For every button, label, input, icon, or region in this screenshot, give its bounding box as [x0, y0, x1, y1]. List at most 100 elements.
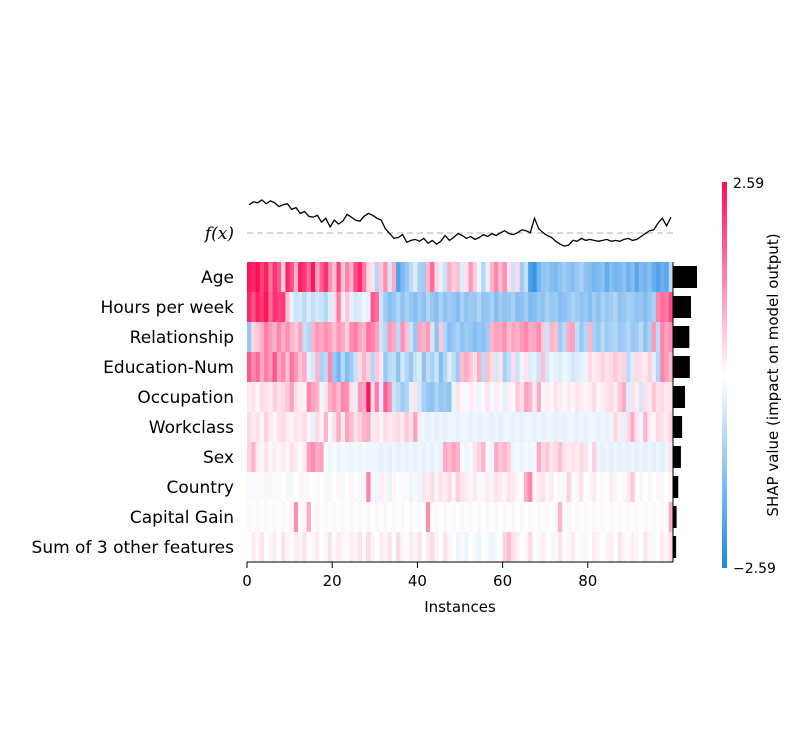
heatmap-cell	[660, 502, 665, 532]
heatmap-cell	[374, 532, 380, 562]
heatmap-cell	[396, 472, 401, 502]
heatmap-cell	[549, 352, 555, 382]
heatmap-cell	[349, 412, 354, 442]
feature-label: Country	[166, 478, 234, 498]
heatmap-cell	[366, 352, 371, 382]
heatmap-cell	[634, 442, 640, 472]
heatmap-cell	[434, 532, 440, 562]
heatmap-cell	[485, 532, 491, 562]
heatmap-cell	[344, 382, 350, 412]
heatmap-cell	[396, 352, 401, 382]
heatmap-cell	[668, 292, 674, 322]
heatmap-cell	[396, 262, 401, 292]
heatmap-cell	[596, 292, 601, 322]
heatmap-cell	[344, 532, 350, 562]
heatmap-cell	[336, 322, 342, 352]
heatmap-cell	[396, 412, 401, 442]
heatmap-cell	[349, 262, 354, 292]
heatmap-cell	[276, 472, 282, 502]
heatmap-cell	[651, 472, 657, 502]
heatmap-cell	[472, 322, 478, 352]
fx-line	[248, 199, 672, 247]
heatmap-cell	[532, 502, 538, 532]
heatmap-cell	[621, 292, 627, 322]
heatmap-cell	[315, 352, 320, 382]
heatmap-cell	[447, 502, 452, 532]
heatmap-cell	[592, 532, 597, 562]
heatmap-cell	[247, 292, 252, 322]
heatmap-cell	[251, 352, 256, 382]
heatmap-cell	[421, 502, 427, 532]
heatmap-cell	[417, 502, 423, 532]
heatmap-cell	[327, 262, 333, 292]
heatmap-cell	[664, 442, 670, 472]
importance-bar	[673, 326, 690, 348]
heatmap-cell	[315, 502, 320, 532]
heatmap-cell	[315, 532, 320, 562]
heatmap-cell	[417, 352, 423, 382]
heatmap-cell	[536, 382, 542, 412]
heatmap-cell	[255, 322, 261, 352]
heatmap-cell	[323, 352, 329, 382]
heatmap-cell	[344, 262, 350, 292]
heatmap-cell	[600, 262, 606, 292]
heatmap-cell	[477, 322, 482, 352]
heatmap-cell	[400, 472, 406, 502]
heatmap-cell	[285, 472, 290, 502]
heatmap-cell	[502, 502, 508, 532]
heatmap-cell	[613, 532, 619, 562]
heatmap-cell	[643, 352, 648, 382]
heatmap-cell	[664, 502, 670, 532]
heatmap-cell	[523, 382, 529, 412]
heatmap-cell	[319, 442, 325, 472]
heatmap-cell	[575, 322, 580, 352]
heatmap-cell	[272, 262, 278, 292]
heatmap-cell	[464, 382, 469, 412]
heatmap-cell	[259, 382, 265, 412]
heatmap-cell	[587, 532, 593, 562]
heatmap-cell	[442, 442, 448, 472]
heatmap-cell	[247, 412, 252, 442]
heatmap-cell	[310, 322, 316, 352]
heatmap-cell	[336, 382, 342, 412]
heatmap-cell	[647, 262, 653, 292]
x-axis-label: Instances	[424, 598, 496, 616]
heatmap-cell	[489, 262, 495, 292]
heatmap-cell	[362, 322, 367, 352]
heatmap-cell	[626, 472, 631, 502]
heatmap-cell	[604, 322, 610, 352]
heatmap-cell	[557, 472, 563, 502]
heatmap-cell	[293, 382, 299, 412]
heatmap-cell	[302, 352, 308, 382]
heatmap-cell	[425, 382, 431, 412]
heatmap-cell	[566, 292, 572, 322]
heatmap-cell	[638, 532, 644, 562]
heatmap-cell	[536, 502, 542, 532]
heatmap-cell	[553, 412, 559, 442]
heatmap-cell	[613, 262, 619, 292]
heatmap-cell	[370, 472, 376, 502]
heatmap-cell	[387, 382, 393, 412]
heatmap-cell	[264, 262, 269, 292]
heatmap-cell	[655, 382, 661, 412]
heatmap-cell	[540, 412, 546, 442]
heatmap-cell	[400, 412, 406, 442]
heatmap-cell	[353, 322, 359, 352]
heatmap-cell	[634, 352, 640, 382]
heatmap-cell	[609, 532, 614, 562]
feature-label: Workclass	[149, 418, 234, 438]
heatmap-cell	[357, 502, 363, 532]
heatmap-cell	[340, 472, 346, 502]
heatmap-cell	[523, 352, 529, 382]
heatmap-cell	[647, 292, 653, 322]
heatmap-cell	[421, 412, 427, 442]
heatmap-cell	[327, 532, 333, 562]
heatmap-cell	[247, 502, 252, 532]
heatmap-cell	[532, 322, 538, 352]
heatmap-cell	[247, 352, 252, 382]
heatmap-cell	[391, 262, 397, 292]
heatmap-cell	[664, 472, 670, 502]
heatmap-cell	[349, 472, 354, 502]
heatmap-cell	[400, 292, 406, 322]
heatmap-cell	[609, 352, 614, 382]
